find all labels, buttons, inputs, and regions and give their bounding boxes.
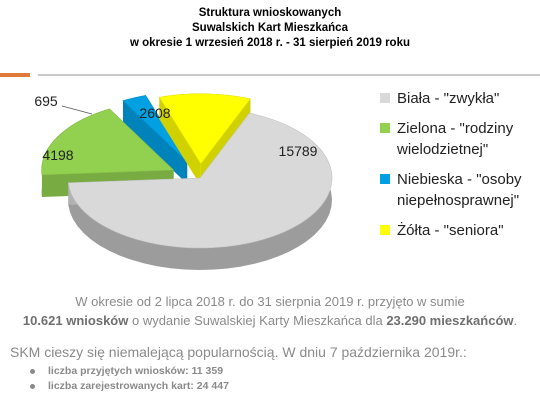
pie-slice-top <box>122 95 188 163</box>
legend-swatch-yellow <box>380 225 390 235</box>
pie-chart: 15789 4198 695 2608 <box>34 93 333 270</box>
legend-item-green: Zielona - "rodziny wielodzietnej" <box>380 118 540 160</box>
data-label-0: 15789 <box>279 143 318 159</box>
leader-line <box>61 105 93 115</box>
legend-label: Biała - "zwykła" <box>397 90 500 107</box>
pie-slice-edge <box>159 97 201 186</box>
accent-bar <box>0 73 30 77</box>
legend-label-cont: wielodzietnej" <box>397 141 489 158</box>
bullet-icon <box>30 369 35 374</box>
summary-text: W okresie od 2 lipca 2018 r. do 31 sierp… <box>0 292 540 330</box>
chart-legend: Biała - "zwykła" Zielona - "rodziny wiel… <box>380 88 540 250</box>
legend-label: Żółta - "seniora" <box>397 222 504 239</box>
legend-swatch-white <box>380 93 390 103</box>
legend-item-yellow: Żółta - "seniora" <box>380 220 540 241</box>
pie-slice-top <box>67 112 333 249</box>
title-line-3: w okresie 1 wrzesień 2018 r. - 31 sierpi… <box>130 37 410 49</box>
data-label-2: 695 <box>34 93 58 109</box>
legend-label: Zielona - "rodziny <box>397 120 514 137</box>
legend-item-white: Biała - "zwykła" <box>380 88 540 109</box>
title-line-1: Struktura wnioskowanych <box>198 7 342 19</box>
stats-list: liczba przyjętych wniosków: 11 359 liczb… <box>30 364 229 394</box>
list-item: liczba zarejestrowanych kart: 24 447 <box>30 379 229 394</box>
legend-label: Niebieska - "osoby <box>397 171 522 188</box>
summary-middle: o wydanie Suwalskiej Karty Mieszkańca dl… <box>128 313 387 328</box>
pie-slice-top <box>41 108 175 176</box>
legend-item-blue: Niebieska - "osoby niepełnosprawnej" <box>380 169 540 211</box>
residents-count: 23.290 mieszkańców <box>386 313 514 328</box>
summary-line-2: 10.621 wniosków o wydanie Suwalskiej Kar… <box>0 311 540 330</box>
legend-swatch-green <box>380 123 390 133</box>
pie-slice-edge <box>123 100 188 184</box>
popularity-headline: SKM cieszy się niemalejącą popularnością… <box>10 344 467 360</box>
legend-label-cont: niepełnosprawnej" <box>397 192 520 209</box>
list-item-text: liczba przyjętych wniosków: 11 359 <box>48 365 224 377</box>
title-line-2: Suwalskich Kart Mieszkańca <box>192 22 348 34</box>
pie-slice-0 <box>67 112 333 270</box>
summary-end: . <box>513 313 518 328</box>
legend-swatch-blue <box>380 174 390 184</box>
bullet-icon <box>30 384 35 389</box>
chart-title: Struktura wnioskowanych Suwalskich Kart … <box>0 6 540 51</box>
data-label-1: 4198 <box>42 147 73 163</box>
pie-slice-top <box>158 93 251 165</box>
list-item-text: liczba zarejestrowanych kart: 24 447 <box>48 380 229 392</box>
applications-count: 10.621 wniosków <box>22 313 129 328</box>
summary-line-1: W okresie od 2 lipca 2018 r. do 31 sierp… <box>75 294 465 309</box>
pie-slice-2 <box>122 95 188 184</box>
divider-line <box>38 74 540 76</box>
data-label-3: 2608 <box>139 105 170 121</box>
list-item: liczba przyjętych wniosków: 11 359 <box>30 364 229 379</box>
